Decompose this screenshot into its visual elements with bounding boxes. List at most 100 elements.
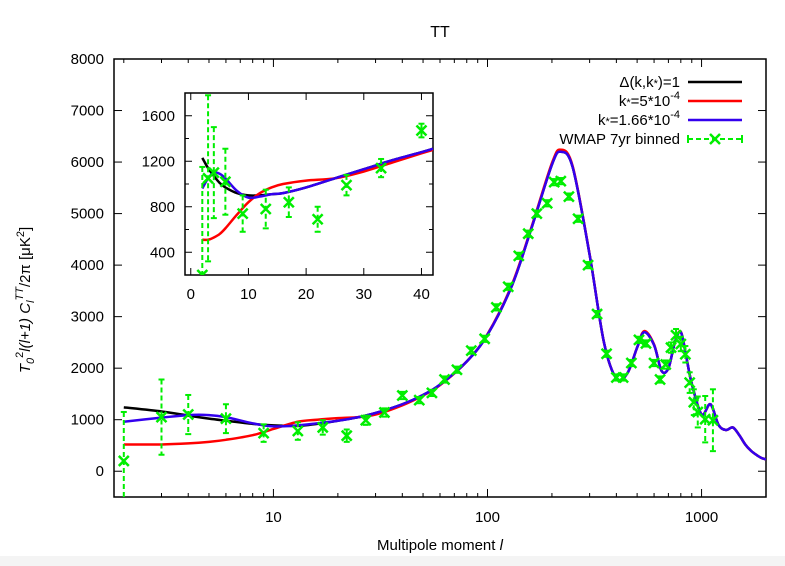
legend-label-part: k <box>598 112 606 129</box>
data-marker-x <box>654 373 666 386</box>
inset-y-tick-label: 1200 <box>142 153 175 170</box>
data-marker-x <box>465 344 478 357</box>
legend-label-part: * <box>626 97 631 109</box>
main-data-point <box>554 175 567 188</box>
main-data-point <box>359 414 372 427</box>
data-marker-x <box>617 371 629 384</box>
y-tick-label: 8000 <box>71 51 104 68</box>
main-data-point <box>707 388 719 453</box>
main-data-point <box>530 207 543 220</box>
y-axis-label-part: ] <box>17 227 34 231</box>
main-data-point <box>562 190 575 203</box>
main-data-point <box>512 249 525 262</box>
inset-data-point <box>196 165 209 275</box>
main-data-point <box>340 428 353 443</box>
main-data-point <box>679 345 692 364</box>
main-data-point <box>625 357 638 369</box>
data-marker-x <box>207 166 220 179</box>
main-data-point <box>316 419 329 436</box>
x-tick-label: 1000 <box>685 509 718 526</box>
legend-label-part: * <box>605 116 610 128</box>
main-data-point <box>617 371 629 384</box>
main-data-point <box>182 393 195 436</box>
inset-x-tick-label: 40 <box>413 286 430 303</box>
main-data-point <box>572 212 584 225</box>
inset-x-tick-label: 30 <box>355 286 372 303</box>
legend-entry: k*=5*10-4 <box>619 90 742 110</box>
y-tick-label: 4000 <box>71 257 104 274</box>
inset-x-tick-label: 10 <box>240 286 257 303</box>
main-data-point <box>478 332 491 345</box>
data-marker-x <box>259 203 272 215</box>
data-marker-x <box>582 259 594 272</box>
inset-data-point <box>282 186 295 218</box>
data-marker-x <box>625 357 638 369</box>
y-axis-label-part: C <box>17 303 34 314</box>
main-data-point <box>426 387 438 399</box>
data-marker-x <box>282 196 295 209</box>
y-tick-label: 5000 <box>71 206 104 223</box>
data-marker-x <box>426 387 438 399</box>
legend-label-part: WMAP 7yr binned <box>559 131 680 148</box>
data-marker-x <box>438 373 451 386</box>
y-axis-label-part: T <box>17 362 34 373</box>
data-marker-x <box>554 175 567 188</box>
inset-data-point <box>207 126 220 220</box>
x-tick-label: 100 <box>475 509 500 526</box>
inset-data-point <box>340 173 353 197</box>
data-marker-x <box>478 332 491 345</box>
data-marker-x <box>220 412 232 425</box>
legend-entry: WMAP 7yr binned <box>559 131 743 148</box>
bottom-band <box>0 556 785 566</box>
data-marker-x <box>378 406 391 419</box>
legend-label-part: =1.66*10 <box>610 112 670 129</box>
legend-label: k*=5*10-4 <box>619 90 680 110</box>
data-marker-x <box>640 337 652 350</box>
inset-plot: 400 800 1200 1600 0 10 20 30 40 <box>142 92 434 303</box>
data-marker-x <box>512 249 525 262</box>
main-data-point <box>291 421 304 441</box>
legend-label-part: =5*10 <box>631 93 671 110</box>
data-marker-x <box>707 414 719 427</box>
data-marker-x <box>415 124 428 137</box>
legend-label-superscript: -4 <box>670 109 680 121</box>
main-data-point <box>541 197 554 210</box>
main-data-point <box>465 344 478 357</box>
inset-y-tick-label: 400 <box>150 244 175 261</box>
legend-label: k*=1.66*10-4 <box>598 109 680 129</box>
y-axis-label-part: TT <box>14 286 26 301</box>
data-marker-x <box>413 394 426 407</box>
inset-data-point <box>236 194 249 233</box>
y-tick-label: 3000 <box>71 309 104 326</box>
main-data-point <box>582 259 594 272</box>
data-marker-x <box>396 389 409 402</box>
data-marker-x <box>291 425 304 437</box>
x-axis-label: Multipole moment l <box>377 537 504 554</box>
y-tick-label: 7000 <box>71 103 104 120</box>
inset-y-tick-label: 1600 <box>142 108 175 125</box>
data-marker-x <box>502 280 515 293</box>
data-marker-x <box>182 408 195 421</box>
main-data-point <box>683 371 696 394</box>
main-data-point <box>413 394 426 407</box>
y-tick-label: 2000 <box>71 360 104 377</box>
data-marker-x <box>311 213 324 226</box>
data-marker-x <box>490 301 503 314</box>
main-data-point <box>155 378 168 456</box>
data-marker-x <box>155 411 168 424</box>
data-marker-x <box>530 207 543 220</box>
main-series-line <box>123 150 766 461</box>
main-data-point <box>502 280 515 293</box>
data-marker-x <box>375 162 387 174</box>
y-axis-label-part: l <box>25 300 37 303</box>
legend-label: Δ(k,k*)=1 <box>619 74 680 91</box>
legend-label-part: k <box>619 93 627 110</box>
inset-data-point <box>219 147 232 216</box>
data-marker-x <box>648 357 660 369</box>
x-tick-label: 10 <box>265 509 282 526</box>
data-marker-x <box>117 455 130 467</box>
data-marker-x <box>633 333 645 346</box>
main-data-point <box>378 406 391 419</box>
